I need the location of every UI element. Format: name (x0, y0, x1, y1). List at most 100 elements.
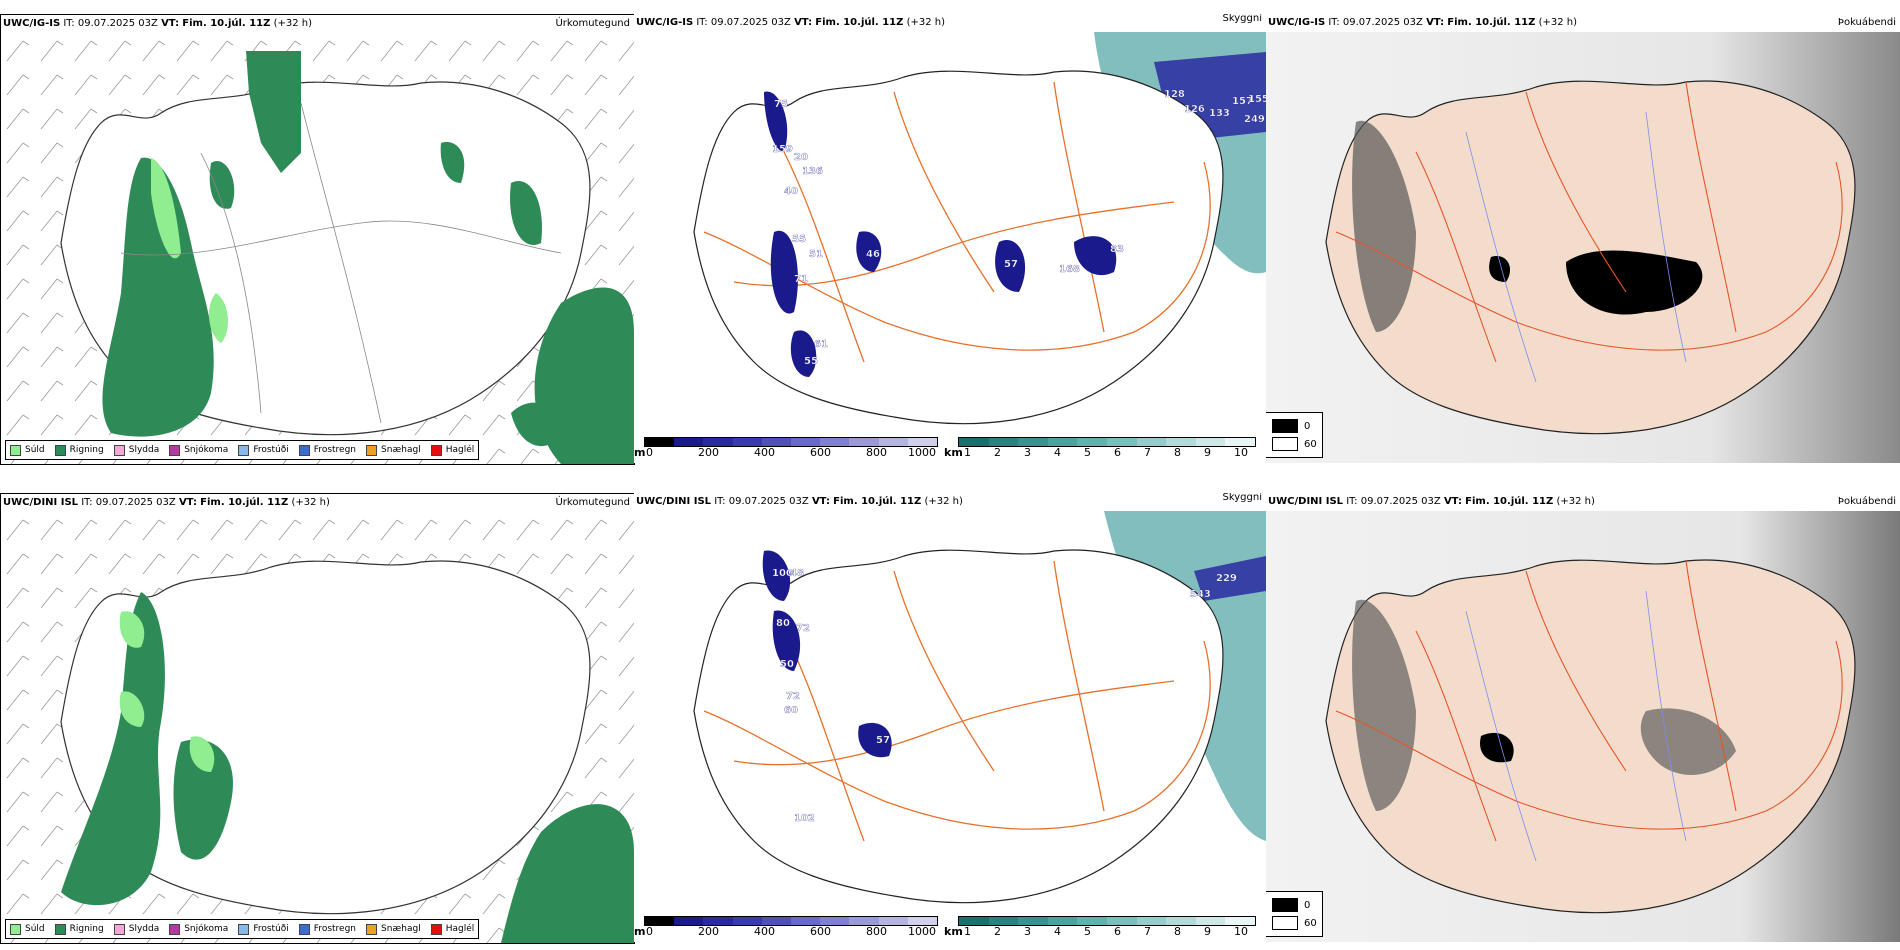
scale-tick: 8 (1174, 446, 1181, 459)
scale-tick: 10 (1234, 925, 1248, 938)
fog-index-panel-row2: UWC/DINI ISL IT: 09.07.2025 03Z VT: Fim.… (1266, 493, 1900, 942)
visibility-map: 75 159 20 136 40 55 51 71 46 57 168 83 6… (693, 32, 1266, 425)
scale-tick: 7 (1144, 446, 1151, 459)
visibility-scale: km 1 2 3 4 5 6 7 8 9 10 (944, 914, 1266, 942)
legend-item: Frostregn (298, 444, 356, 456)
visibility-panel-row2: UWC/DINI ISL IT: 09.07.2025 03Z VT: Fim.… (634, 493, 1266, 942)
visibility-panel-row1: UWC/IG-IS IT: 09.07.2025 03Z VT: Fim. 10… (634, 14, 1266, 463)
it-label: IT: (63, 18, 75, 29)
low-cloud-areas (762, 550, 892, 758)
model-name: UWC/DINI ISL (3, 497, 79, 508)
drizzle-areas (119, 611, 215, 772)
fog-areas (1352, 120, 1416, 332)
scale-tick: 4 (1054, 446, 1061, 459)
panel-header: UWC/IG-IS IT: 09.07.2025 03Z VT: Fim. 10… (1, 15, 634, 33)
cloud-label: 155 (1248, 94, 1266, 105)
panel-title: Þokuábendi (1837, 17, 1896, 28)
panel-header: UWC/DINI ISL IT: 09.07.2025 03Z VT: Fim.… (1, 494, 634, 512)
scale-tick: 5 (1084, 446, 1091, 459)
scale-tick: 800 (866, 925, 887, 938)
scale-tick: 0 (646, 446, 653, 459)
dense-fog-areas (1489, 250, 1703, 315)
cloud-label: 83 (1110, 244, 1124, 255)
precip-map (1, 33, 634, 464)
scale-tick: 4 (1054, 925, 1061, 938)
vt-label: VT: (794, 17, 813, 28)
cloud-label: 55 (792, 234, 806, 245)
precip-type-panel-row1: UWC/IG-IS IT: 09.07.2025 03Z VT: Fim. 10… (0, 14, 635, 465)
fog-map (1266, 32, 1900, 463)
cloud-base-labels: 75 159 20 136 40 55 51 71 46 57 168 83 6… (772, 89, 1266, 367)
fog-legend: 0 60 (1266, 412, 1323, 458)
cloud-label: 20 (794, 152, 808, 163)
it-value: 09.07.2025 03Z (1342, 17, 1423, 28)
fog-legend-item: 0 (1272, 898, 1310, 912)
roads-lines (1335, 81, 1843, 363)
legend-item: Snjókoma (169, 444, 228, 456)
scale-tick: 1000 (908, 925, 936, 938)
cloud-label: 60 (784, 705, 798, 716)
legend-item: Slydda (113, 923, 159, 935)
cloudbase-colorbar (644, 437, 938, 447)
scale-tick: 400 (754, 446, 775, 459)
legend-item: Súld (10, 923, 45, 935)
vt-label: VT: (178, 497, 197, 508)
cloud-label: 249 (1244, 114, 1265, 125)
scale-tick: 9 (1204, 446, 1211, 459)
panel-title: Skyggni (1222, 493, 1262, 503)
vt-value: Fim. 10.júl. 11Z (1465, 496, 1554, 507)
legend-item: Frostúði (238, 923, 289, 935)
legend-item: Snæhagl (366, 923, 421, 935)
vt-value: Fim. 10.júl. 11Z (833, 496, 922, 507)
iceland-outline (1325, 559, 1856, 914)
it-value: 09.07.2025 03Z (77, 18, 158, 29)
it-value: 09.07.2025 03Z (1360, 496, 1441, 507)
cloud-label: 133 (1209, 108, 1230, 119)
fog-index-panel-row1: UWC/IG-IS IT: 09.07.2025 03Z VT: Fim. 10… (1266, 14, 1900, 463)
scale-tick: 3 (1024, 925, 1031, 938)
visibility-map: 100 48 80 72 50 72 60 57 102 229 543 (693, 511, 1266, 904)
rivers-lines (1465, 590, 1687, 862)
precip-legend: Súld Rigning Slydda Snjókoma Frostúði Fr… (5, 919, 480, 939)
it-label: IT: (1346, 496, 1358, 507)
it-label: IT: (1328, 17, 1340, 28)
lead-time: (+32 h) (291, 497, 330, 508)
cloud-label: 72 (796, 623, 810, 634)
legend-item: Haglél (430, 923, 474, 935)
scale-tick: 10 (1234, 446, 1248, 459)
vt-label: VT: (811, 496, 830, 507)
roads-lines (1335, 560, 1843, 842)
scale-tick: 6 (1114, 925, 1121, 938)
it-label: IT: (81, 497, 93, 508)
cloud-label: 159 (772, 144, 793, 155)
scale-tick: 8 (1174, 925, 1181, 938)
cloud-label: 51 (809, 249, 823, 260)
panel-title: Úrkomutegund (555, 18, 630, 29)
model-name: UWC/IG-IS (1268, 17, 1326, 28)
legend-item: Slydda (113, 444, 159, 456)
lead-time: (+32 h) (906, 17, 945, 28)
model-name: UWC/IG-IS (636, 17, 694, 28)
it-label: IT: (714, 496, 726, 507)
drizzle-areas (151, 158, 228, 343)
model-name: UWC/DINI ISL (636, 496, 712, 507)
dense-fog-areas (1480, 732, 1514, 763)
vt-label: VT: (161, 18, 180, 29)
cloud-label: 75 (774, 99, 788, 110)
panel-title: Úrkomutegund (555, 497, 630, 508)
scale-unit: km (944, 925, 963, 938)
scale-tick: 3 (1024, 446, 1031, 459)
legend-item: Snæhagl (366, 444, 421, 456)
fog-legend-item: 60 (1272, 916, 1317, 930)
legend-item: Snjókoma (169, 923, 228, 935)
cloud-label: 126 (1184, 104, 1205, 115)
rain-areas (102, 51, 634, 464)
low-cloud-areas (764, 91, 1117, 377)
cloud-label: 61 (814, 339, 828, 350)
scale-tick: 800 (866, 446, 887, 459)
scale-tick: 6 (1114, 446, 1121, 459)
fog-legend-item: 60 (1272, 437, 1317, 451)
cloud-label: 136 (802, 166, 823, 177)
scale-tick: 1000 (908, 446, 936, 459)
lead-time: (+32 h) (924, 496, 963, 507)
